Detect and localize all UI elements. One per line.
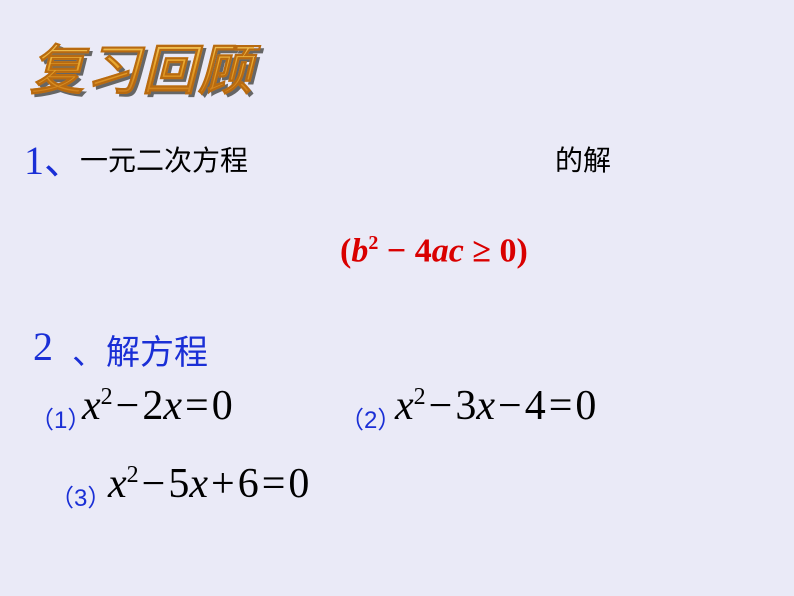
eq1-op2: = <box>182 383 212 429</box>
eq2-op1: − <box>426 383 456 429</box>
eq3-n3: 0 <box>288 461 309 507</box>
var-b: b <box>351 232 368 269</box>
close-paren: ) <box>516 232 527 269</box>
eq2-x2: x <box>476 383 495 429</box>
eq2-op2: − <box>495 383 525 429</box>
slide-title: 复习回顾 <box>30 26 254 105</box>
discriminant-condition: (b2 − 4ac ≥ 0) <box>340 232 528 270</box>
equation3-label: （3） <box>50 478 111 513</box>
eq3-x1: x <box>108 461 127 507</box>
question1-text-after: 的解 <box>555 139 611 179</box>
num-4: 4 <box>415 232 432 269</box>
eq2-n3: 0 <box>575 383 596 429</box>
eq3-n1: 5 <box>168 461 189 507</box>
equation1: x2−2x=0 <box>82 382 233 430</box>
eq3-op1: − <box>139 461 169 507</box>
eq2-op3: = <box>546 383 576 429</box>
eq3-op3: = <box>259 461 289 507</box>
question1-number: 1、 <box>24 128 84 186</box>
eq1-n1: 2 <box>142 383 163 429</box>
equation2: x2−3x−4=0 <box>395 382 596 430</box>
eq3-n2: 6 <box>238 461 259 507</box>
var-a: a <box>432 232 449 269</box>
eq2-n1: 3 <box>455 383 476 429</box>
num-0: 0 <box>499 232 516 269</box>
eq2-x1: x <box>395 383 414 429</box>
question2-text: 、解方程 <box>72 325 208 374</box>
eq1-x1: x <box>82 383 101 429</box>
geq-op: ≥ <box>464 232 500 269</box>
equation2-label: （2） <box>340 400 401 435</box>
eq3-sup: 2 <box>127 462 139 488</box>
minus-op: − <box>378 232 414 269</box>
eq2-n2: 4 <box>525 383 546 429</box>
question2-number: 2 <box>33 323 53 370</box>
eq1-n2: 0 <box>212 383 233 429</box>
eq2-sup: 2 <box>414 384 426 410</box>
eq3-op2: + <box>208 461 238 507</box>
eq1-x2: x <box>163 383 182 429</box>
question1-text-before: 一元二次方程 <box>80 139 248 179</box>
eq3-x2: x <box>189 461 208 507</box>
exp-2: 2 <box>368 232 378 254</box>
open-paren: ( <box>340 232 351 269</box>
equation3: x2−5x+6=0 <box>108 460 309 508</box>
var-c: c <box>449 232 464 269</box>
eq1-op1: − <box>113 383 143 429</box>
eq1-sup: 2 <box>101 384 113 410</box>
